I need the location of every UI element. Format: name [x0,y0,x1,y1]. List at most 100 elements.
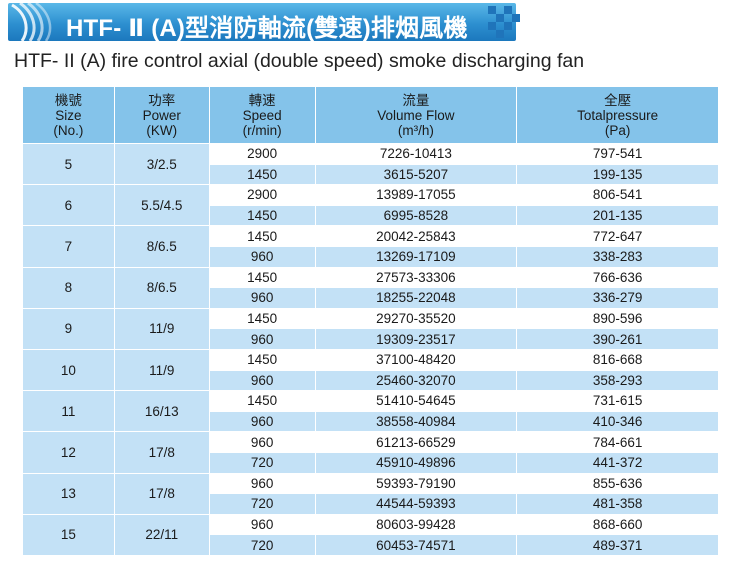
swoosh-logo-icon [11,3,52,41]
volume-flow-cell: 19309-23517 [314,328,518,350]
table-row: 8 8/6.5 1450 27573-33306 766-636 [22,266,719,309]
volume-flow-cell: 60453-74571 [314,534,518,556]
power-cell: 22/11 [113,513,210,556]
volume-flow-cell: 80603-99428 [314,513,518,536]
pressure-cell: 441-372 [516,451,719,474]
table-row: 720 45910-49896 441-372 [23,451,719,474]
table-row: 7 8/6.5 1450 20042-25843 772-647 [22,225,719,268]
header-line: 轉速 [248,92,276,108]
volume-flow-cell: 13269-17109 [314,245,518,268]
speed-cell: 720 [208,451,316,474]
volume-flow-cell: 38558-40984 [314,410,518,433]
speed-cell: 960 [208,431,316,453]
table-row: 15 22/11 960 80603-99428 868-660 [22,513,719,556]
speed-cell: 960 [208,513,316,536]
speed-cell: 960 [208,245,316,268]
size-cell: 8 [22,266,115,309]
header-line: Speed [242,107,282,123]
size-cell: 13 [22,472,115,515]
pressure-cell: 338-283 [516,245,719,268]
power-cell: 11/9 [113,348,210,392]
pressure-cell: 806-541 [516,184,719,206]
size-cell: 15 [22,513,115,556]
speed-cell: 1450 [208,390,316,412]
pressure-cell: 481-358 [516,493,719,515]
pressure-cell: 489-371 [516,534,719,556]
header-line: 全壓 [604,92,632,108]
pressure-cell: 731-615 [516,390,719,412]
table-body: 5 3/2.5 2900 7226-10413 797-541 1450 3615-5207… [22,142,719,556]
spec-table: 機號 Size (No.) 功率 Power (KW) 轉速 Speed (r/… [22,86,719,556]
size-cell: 6 [22,184,115,227]
size-cell: 5 [22,142,115,186]
speed-cell: 2900 [208,143,316,165]
header-line: (m³/h) [397,122,434,138]
power-cell: 8/6.5 [113,266,210,309]
volume-flow-cell: 27573-33306 [314,266,518,289]
volume-flow-cell: 45910-49896 [314,451,518,474]
pressure-cell: 797-541 [516,143,719,165]
header-line: Volume Flow [377,107,455,123]
header-line: Size [55,107,82,123]
power-cell: 3/2.5 [113,142,210,186]
table-row: 6 5.5/4.5 2900 13989-17055 806-541 [22,184,719,227]
table-row: 9 11/9 1450 29270-35520 890-596 [22,307,719,350]
volume-flow-cell: 3615-5207 [314,163,518,186]
pressure-cell: 201-135 [516,204,719,227]
header-speed: 轉速 Speed (r/min) [208,86,316,144]
pressure-cell: 410-346 [516,410,719,433]
table-row: 1450 3615-5207 199-135 [23,163,719,186]
header-size: 機號 Size (No.) [22,86,115,144]
page-subtitle: HTF- II (A) fire control axial (double s… [14,50,585,72]
power-cell: 11/9 [113,307,210,350]
header-volume-flow: 流量 Volume Flow (m³/h) [314,86,518,144]
size-cell: 9 [22,307,115,350]
size-cell: 7 [22,225,115,268]
volume-flow-cell: 61213-66529 [314,431,518,453]
table-header-row: 機號 Size (No.) 功率 Power (KW) 轉速 Speed (r/… [22,86,719,144]
pressure-cell: 772-647 [516,225,719,247]
title-banner: HTF- Ⅱ (A)型消防軸流(雙速)排烟風機 [8,3,516,41]
checker-pattern-icon [488,6,524,42]
speed-cell: 960 [208,369,316,392]
header-line: Totalpressure [577,107,659,123]
header-line: 機號 [54,92,82,108]
header-line: (KW) [146,122,178,138]
table-row: 5 3/2.5 2900 7226-10413 797-541 [22,142,719,186]
speed-cell: 1450 [208,266,316,289]
speed-cell: 720 [208,493,316,515]
table-row: 1450 6995-8528 201-135 [23,204,719,227]
volume-flow-cell: 37100-48420 [314,348,518,371]
size-cell: 10 [22,348,115,392]
volume-flow-cell: 6995-8528 [314,204,518,227]
header-total-pressure: 全壓 Totalpressure (Pa) [516,86,719,144]
table-row: 12 17/8 960 61213-66529 784-661 [22,431,719,474]
header-line: 功率 [148,92,176,108]
table-row: 960 25460-32070 358-293 [23,369,719,392]
table-row: 960 18255-22048 336-279 [23,287,719,309]
volume-flow-cell: 59393-79190 [314,472,518,495]
speed-cell: 1450 [208,348,316,371]
table-row: 13 17/8 960 59393-79190 855-636 [22,472,719,515]
volume-flow-cell: 13989-17055 [314,184,518,206]
header-line: (No.) [53,122,84,138]
speed-cell: 960 [208,287,316,309]
speed-cell: 960 [208,328,316,350]
page-title: HTF- Ⅱ (A)型消防軸流(雙速)排烟風機 [66,15,468,41]
table-row: 720 44544-59393 481-358 [23,493,719,515]
speed-cell: 2900 [208,184,316,206]
header-line: Power [142,107,181,123]
pressure-cell: 766-636 [516,266,719,289]
pressure-cell: 890-596 [516,307,719,330]
pressure-cell: 784-661 [516,431,719,453]
pressure-cell: 855-636 [516,472,719,495]
size-cell: 12 [22,431,115,474]
speed-cell: 1450 [208,204,316,227]
table-row: 720 60453-74571 489-371 [23,534,719,556]
speed-cell: 1450 [208,163,316,186]
pressure-cell: 199-135 [516,163,719,186]
header-line: 流量 [402,92,430,108]
speed-cell: 1450 [208,307,316,330]
pressure-cell: 358-293 [516,369,719,392]
volume-flow-cell: 44544-59393 [314,493,518,515]
